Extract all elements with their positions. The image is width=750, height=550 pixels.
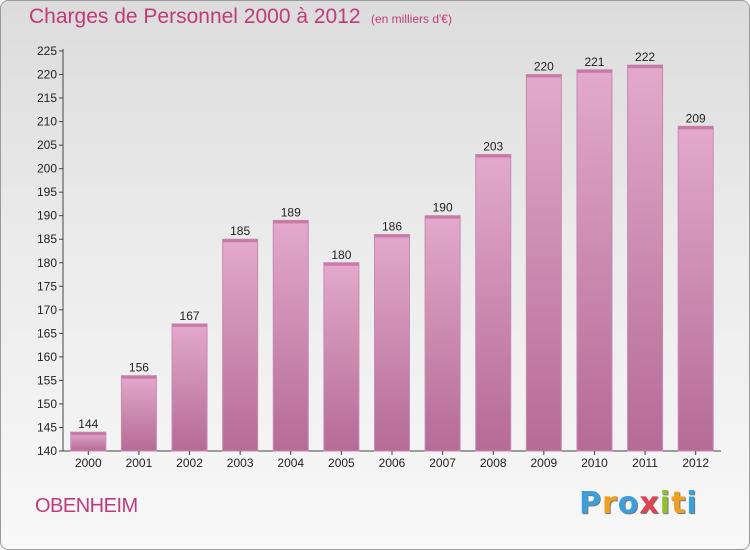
y-tick-label-165: 165 bbox=[37, 326, 57, 340]
y-tick-label-150: 150 bbox=[37, 397, 57, 411]
bar-top-2004 bbox=[273, 220, 309, 224]
y-tick-label-180: 180 bbox=[37, 256, 57, 270]
bar-2009 bbox=[525, 74, 562, 452]
x-tick-label-2006: 2006 bbox=[379, 456, 406, 470]
logo-letter: o bbox=[617, 486, 640, 521]
x-tick-label-2005: 2005 bbox=[328, 456, 355, 470]
bar-2010 bbox=[576, 69, 613, 452]
y-tick-label-215: 215 bbox=[37, 91, 57, 105]
y-tick-label-140: 140 bbox=[37, 444, 57, 458]
bar-value-2007: 190 bbox=[433, 201, 453, 215]
x-tick-label-2011: 2011 bbox=[632, 456, 658, 470]
bar-value-2012: 209 bbox=[686, 111, 706, 125]
bar-value-2003: 185 bbox=[230, 224, 250, 238]
y-tick-label-185: 185 bbox=[37, 232, 57, 246]
bar-top-2012 bbox=[678, 126, 714, 130]
bar-top-2010 bbox=[576, 69, 612, 73]
bar-value-2005: 180 bbox=[331, 248, 351, 262]
logo-letter: t bbox=[671, 486, 687, 521]
bar-2003 bbox=[222, 238, 259, 452]
bar-2011 bbox=[627, 64, 664, 452]
city-name: OBENHEIM bbox=[35, 495, 138, 517]
bar-value-2002: 167 bbox=[180, 309, 200, 323]
bar-top-2001 bbox=[121, 375, 157, 379]
bar-top-2009 bbox=[526, 74, 562, 78]
bar-value-2000: 144 bbox=[78, 417, 98, 431]
bar-top-2011 bbox=[627, 65, 663, 69]
chart-title: Charges de Personnel 2000 à 2012 bbox=[29, 5, 361, 28]
y-tick-label-205: 205 bbox=[37, 138, 57, 152]
chart-subtitle: (en milliers d'€) bbox=[371, 12, 452, 26]
y-tick-label-195: 195 bbox=[37, 185, 57, 199]
bar-top-2003 bbox=[222, 239, 258, 243]
bar-value-2008: 203 bbox=[483, 140, 503, 154]
bar-2001 bbox=[120, 375, 157, 452]
y-tick-label-155: 155 bbox=[37, 373, 57, 387]
bar-value-2001: 156 bbox=[129, 361, 149, 375]
y-tick-label-190: 190 bbox=[37, 209, 57, 223]
bar-2012 bbox=[677, 125, 714, 452]
x-tick-label-2004: 2004 bbox=[277, 456, 304, 470]
bar-2007 bbox=[424, 215, 461, 452]
y-tick-label-220: 220 bbox=[37, 68, 57, 82]
y-tick-label-145: 145 bbox=[37, 420, 57, 434]
x-tick-label-2012: 2012 bbox=[682, 456, 709, 470]
bar-top-2000 bbox=[70, 432, 106, 436]
bar-top-2007 bbox=[425, 215, 461, 219]
y-tick-label-175: 175 bbox=[37, 279, 57, 293]
logo-letter: i bbox=[686, 486, 698, 521]
x-tick-label-2008: 2008 bbox=[480, 456, 507, 470]
y-tick-label-225: 225 bbox=[37, 44, 57, 58]
x-tick-label-2000: 2000 bbox=[75, 456, 102, 470]
bar-2008 bbox=[475, 154, 512, 452]
bar-2006 bbox=[374, 234, 410, 452]
x-tick-label-2010: 2010 bbox=[581, 456, 608, 470]
y-tick-label-200: 200 bbox=[37, 162, 57, 176]
bar-2005 bbox=[323, 262, 360, 452]
x-tick-label-2002: 2002 bbox=[176, 456, 203, 470]
bar-value-2004: 189 bbox=[281, 205, 301, 219]
bar-top-2005 bbox=[323, 262, 359, 266]
logo-letter: r bbox=[602, 486, 618, 521]
bar-top-2006 bbox=[374, 234, 410, 238]
x-tick-label-2009: 2009 bbox=[530, 456, 557, 470]
bar-top-2008 bbox=[475, 154, 511, 158]
bar-value-2009: 220 bbox=[534, 60, 554, 74]
bar-top-2002 bbox=[172, 323, 208, 327]
bar-2002 bbox=[171, 323, 208, 452]
bar-2004 bbox=[272, 219, 309, 452]
x-tick-label-2001: 2001 bbox=[126, 456, 153, 470]
bar-value-2010: 221 bbox=[584, 55, 604, 69]
logo-letter: P bbox=[579, 486, 602, 521]
logo-letter: x bbox=[639, 486, 660, 521]
proxiti-logo: Proxiti bbox=[579, 486, 698, 521]
bar-value-2006: 186 bbox=[382, 220, 402, 234]
x-tick-label-2003: 2003 bbox=[227, 456, 254, 470]
x-tick-label-2007: 2007 bbox=[429, 456, 456, 470]
y-tick-label-170: 170 bbox=[37, 303, 57, 317]
bar-value-2011: 222 bbox=[635, 50, 655, 64]
logo-letter: i bbox=[659, 486, 672, 521]
y-tick-label-210: 210 bbox=[37, 115, 57, 129]
y-tick-label-160: 160 bbox=[37, 350, 57, 364]
